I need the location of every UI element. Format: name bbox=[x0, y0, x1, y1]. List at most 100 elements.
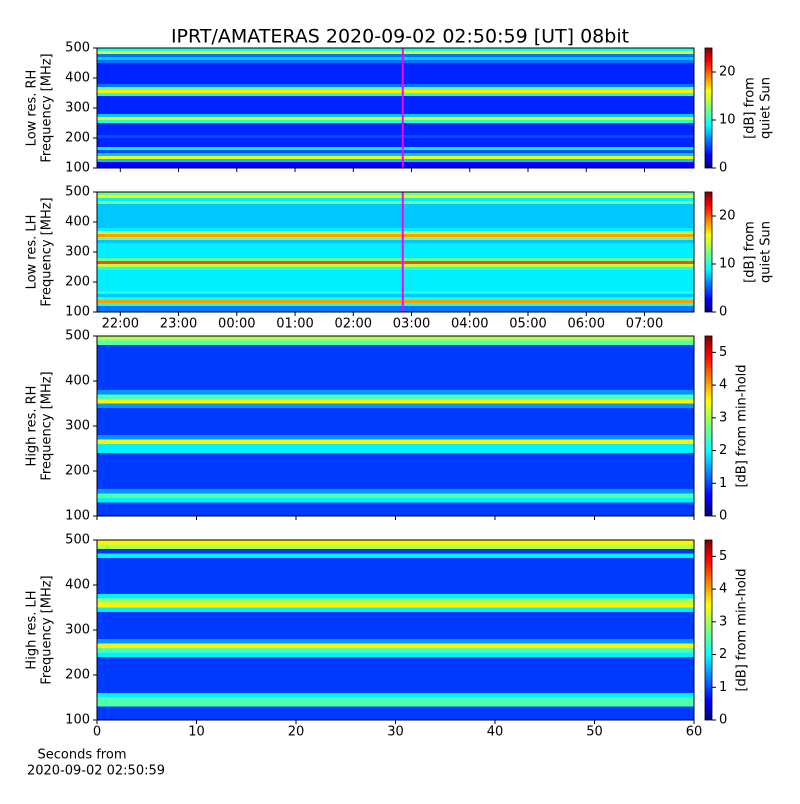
spectrum-band bbox=[97, 381, 694, 386]
spectrum-band bbox=[97, 147, 694, 150]
colorbar-tick-label: 2 bbox=[719, 443, 727, 458]
colorbar-tick-label: 0 bbox=[719, 161, 727, 176]
spectrum-band bbox=[97, 376, 694, 381]
y-tick-label: 500 bbox=[65, 41, 90, 56]
spectrum-band bbox=[97, 75, 694, 78]
spectrum-band bbox=[97, 144, 694, 147]
spectrum-band bbox=[97, 340, 694, 345]
spectrum-band bbox=[97, 558, 694, 563]
spectrum-band bbox=[97, 210, 694, 213]
spectrum-band bbox=[97, 63, 694, 66]
spectrum-band bbox=[97, 156, 694, 159]
spectrum-band bbox=[97, 412, 694, 417]
spectrum-band bbox=[97, 706, 694, 711]
spectrum-band bbox=[97, 643, 694, 648]
spectrum-band bbox=[97, 48, 694, 51]
x-tick-label: 01:00 bbox=[276, 317, 313, 332]
spectrum-band bbox=[97, 153, 694, 156]
spectrum-band bbox=[97, 544, 694, 549]
colorbar-label: quiet Sun bbox=[759, 221, 774, 283]
spectrum-band bbox=[97, 51, 694, 54]
colorbar-label: [dB] from bbox=[743, 221, 758, 283]
spectrum-band bbox=[97, 192, 694, 195]
spectrum-band bbox=[97, 291, 694, 294]
colorbar-tick-label: 3 bbox=[719, 410, 727, 425]
spectrum-band bbox=[97, 594, 694, 599]
spectrum-band bbox=[97, 417, 694, 422]
spectrum-band bbox=[97, 279, 694, 282]
spectrum-band bbox=[97, 105, 694, 108]
spectrum-band bbox=[97, 237, 694, 240]
spectrum-band bbox=[97, 679, 694, 684]
spectrum-band bbox=[97, 390, 694, 395]
y-tick-label: 100 bbox=[65, 305, 90, 320]
spectrum-band bbox=[97, 363, 694, 368]
y-tick-label: 300 bbox=[65, 101, 90, 116]
spectrum-band bbox=[97, 336, 694, 341]
spectrum-band bbox=[97, 540, 694, 545]
colorbar-tick-label: 3 bbox=[719, 614, 727, 629]
spectrum-band bbox=[97, 484, 694, 489]
spectrum-band bbox=[97, 207, 694, 210]
spectrum-band bbox=[97, 453, 694, 458]
spectrum-band bbox=[97, 675, 694, 680]
spectrum-band bbox=[97, 349, 694, 354]
y-tick-label: 200 bbox=[65, 275, 90, 290]
y-tick-label: 400 bbox=[65, 374, 90, 389]
spectrum-band bbox=[97, 358, 694, 363]
spectrum-band bbox=[97, 267, 694, 270]
spectrum-band bbox=[97, 78, 694, 81]
spectrum-band bbox=[97, 580, 694, 585]
spectrum-band bbox=[97, 621, 694, 626]
spectrum-band bbox=[97, 288, 694, 291]
spectrum-band bbox=[97, 90, 694, 93]
spectrum-band bbox=[97, 240, 694, 243]
spectrum-band bbox=[97, 132, 694, 135]
spectrum-band bbox=[97, 670, 694, 675]
spectrum-band bbox=[97, 439, 694, 444]
spectrum-band bbox=[97, 666, 694, 671]
colorbar-tick-label: 1 bbox=[719, 476, 727, 491]
spectrum-band bbox=[97, 60, 694, 63]
spectrum-band bbox=[97, 66, 694, 69]
colorbar-tick-label: 0 bbox=[719, 713, 727, 728]
spectrum-band bbox=[97, 354, 694, 359]
spectrum-band bbox=[97, 693, 694, 698]
x-tick-label: 0 bbox=[93, 725, 101, 740]
spectrum-band bbox=[97, 84, 694, 87]
spectrum-band bbox=[97, 216, 694, 219]
spectrum-band bbox=[97, 697, 694, 702]
spectrum-band bbox=[97, 69, 694, 72]
spectrum-band bbox=[97, 634, 694, 639]
spectrum-band bbox=[97, 294, 694, 297]
y-tick-label: 400 bbox=[65, 578, 90, 593]
spectrum-band bbox=[97, 96, 694, 99]
spectrum-band bbox=[97, 652, 694, 657]
spectrum-band bbox=[97, 471, 694, 476]
spectrum-band bbox=[97, 625, 694, 630]
colorbar-tick-label: 2 bbox=[719, 647, 727, 662]
spectrum-band bbox=[97, 243, 694, 246]
spectrum-band bbox=[97, 228, 694, 231]
spectrum-band bbox=[97, 129, 694, 132]
spectrum-band bbox=[97, 385, 694, 390]
x-tick-label: 50 bbox=[586, 725, 603, 740]
spectrum-band bbox=[97, 421, 694, 426]
spectrum-band bbox=[97, 162, 694, 165]
spectrum-band bbox=[97, 264, 694, 267]
spectrum-band bbox=[97, 444, 694, 449]
spectrum-band bbox=[97, 306, 694, 309]
spectrum-band bbox=[97, 285, 694, 288]
spectrum-band bbox=[97, 711, 694, 716]
spectrum-band bbox=[97, 603, 694, 608]
spectrum-band bbox=[97, 403, 694, 408]
spectrum-band bbox=[97, 159, 694, 162]
x-tick-label: 22:00 bbox=[102, 317, 139, 332]
colorbar bbox=[704, 335, 713, 517]
spectrum-band bbox=[97, 309, 694, 312]
y-tick-label: 400 bbox=[65, 71, 90, 86]
spectrum-band bbox=[97, 639, 694, 644]
x-tick-label: 06:00 bbox=[568, 317, 605, 332]
spectrum-band bbox=[97, 273, 694, 276]
